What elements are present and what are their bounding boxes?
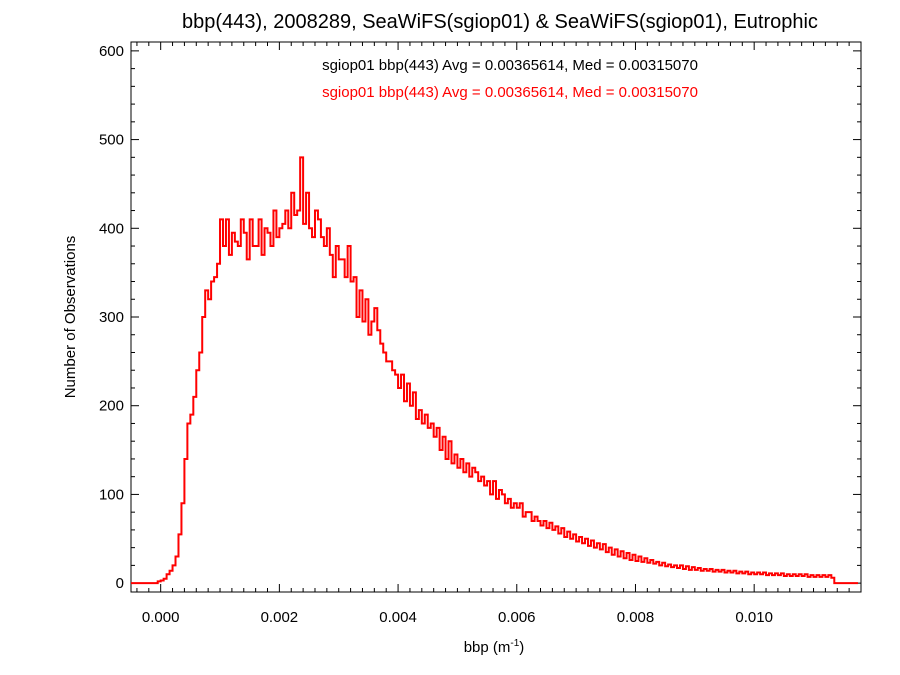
histogram-series-red <box>131 156 859 585</box>
x-tick-label: 0.004 <box>379 609 417 626</box>
y-tick-label: 100 <box>99 486 124 503</box>
x-tick-label: 0.006 <box>498 609 536 626</box>
chart-title: bbp(443), 2008289, SeaWiFS(sgiop01) & Se… <box>182 11 818 33</box>
y-axis-label: Number of Observations <box>62 236 79 399</box>
x-tick-label: 0.002 <box>261 609 299 626</box>
legend-entry-red: sgiop01 bbp(443) Avg = 0.00365614, Med =… <box>322 84 698 101</box>
y-tick-label: 400 <box>99 220 124 237</box>
x-axis-label-main: bbp (m <box>464 639 511 656</box>
x-axis-label-sup: -1 <box>510 638 519 649</box>
y-tick-label: 600 <box>99 43 124 60</box>
x-axis-label-end: ) <box>519 639 524 656</box>
legend-entry-black: sgiop01 bbp(443) Avg = 0.00365614, Med =… <box>322 57 698 74</box>
y-tick-label: 0 <box>116 575 124 592</box>
y-tick-label: 500 <box>99 132 124 149</box>
x-tick-label: 0.010 <box>735 609 773 626</box>
x-tick-label: 0.008 <box>617 609 655 626</box>
plot-frame <box>130 41 862 593</box>
x-axis: 0.000 0.002 0.004 0.006 0.008 0.010 <box>136 42 850 626</box>
x-tick-label: 0.000 <box>142 609 180 626</box>
x-axis-label: bbp (m-1) <box>464 638 525 656</box>
y-tick-label: 300 <box>99 309 124 326</box>
y-tick-label: 200 <box>99 398 124 415</box>
y-axis: 0 100 200 300 400 500 600 <box>99 43 861 592</box>
